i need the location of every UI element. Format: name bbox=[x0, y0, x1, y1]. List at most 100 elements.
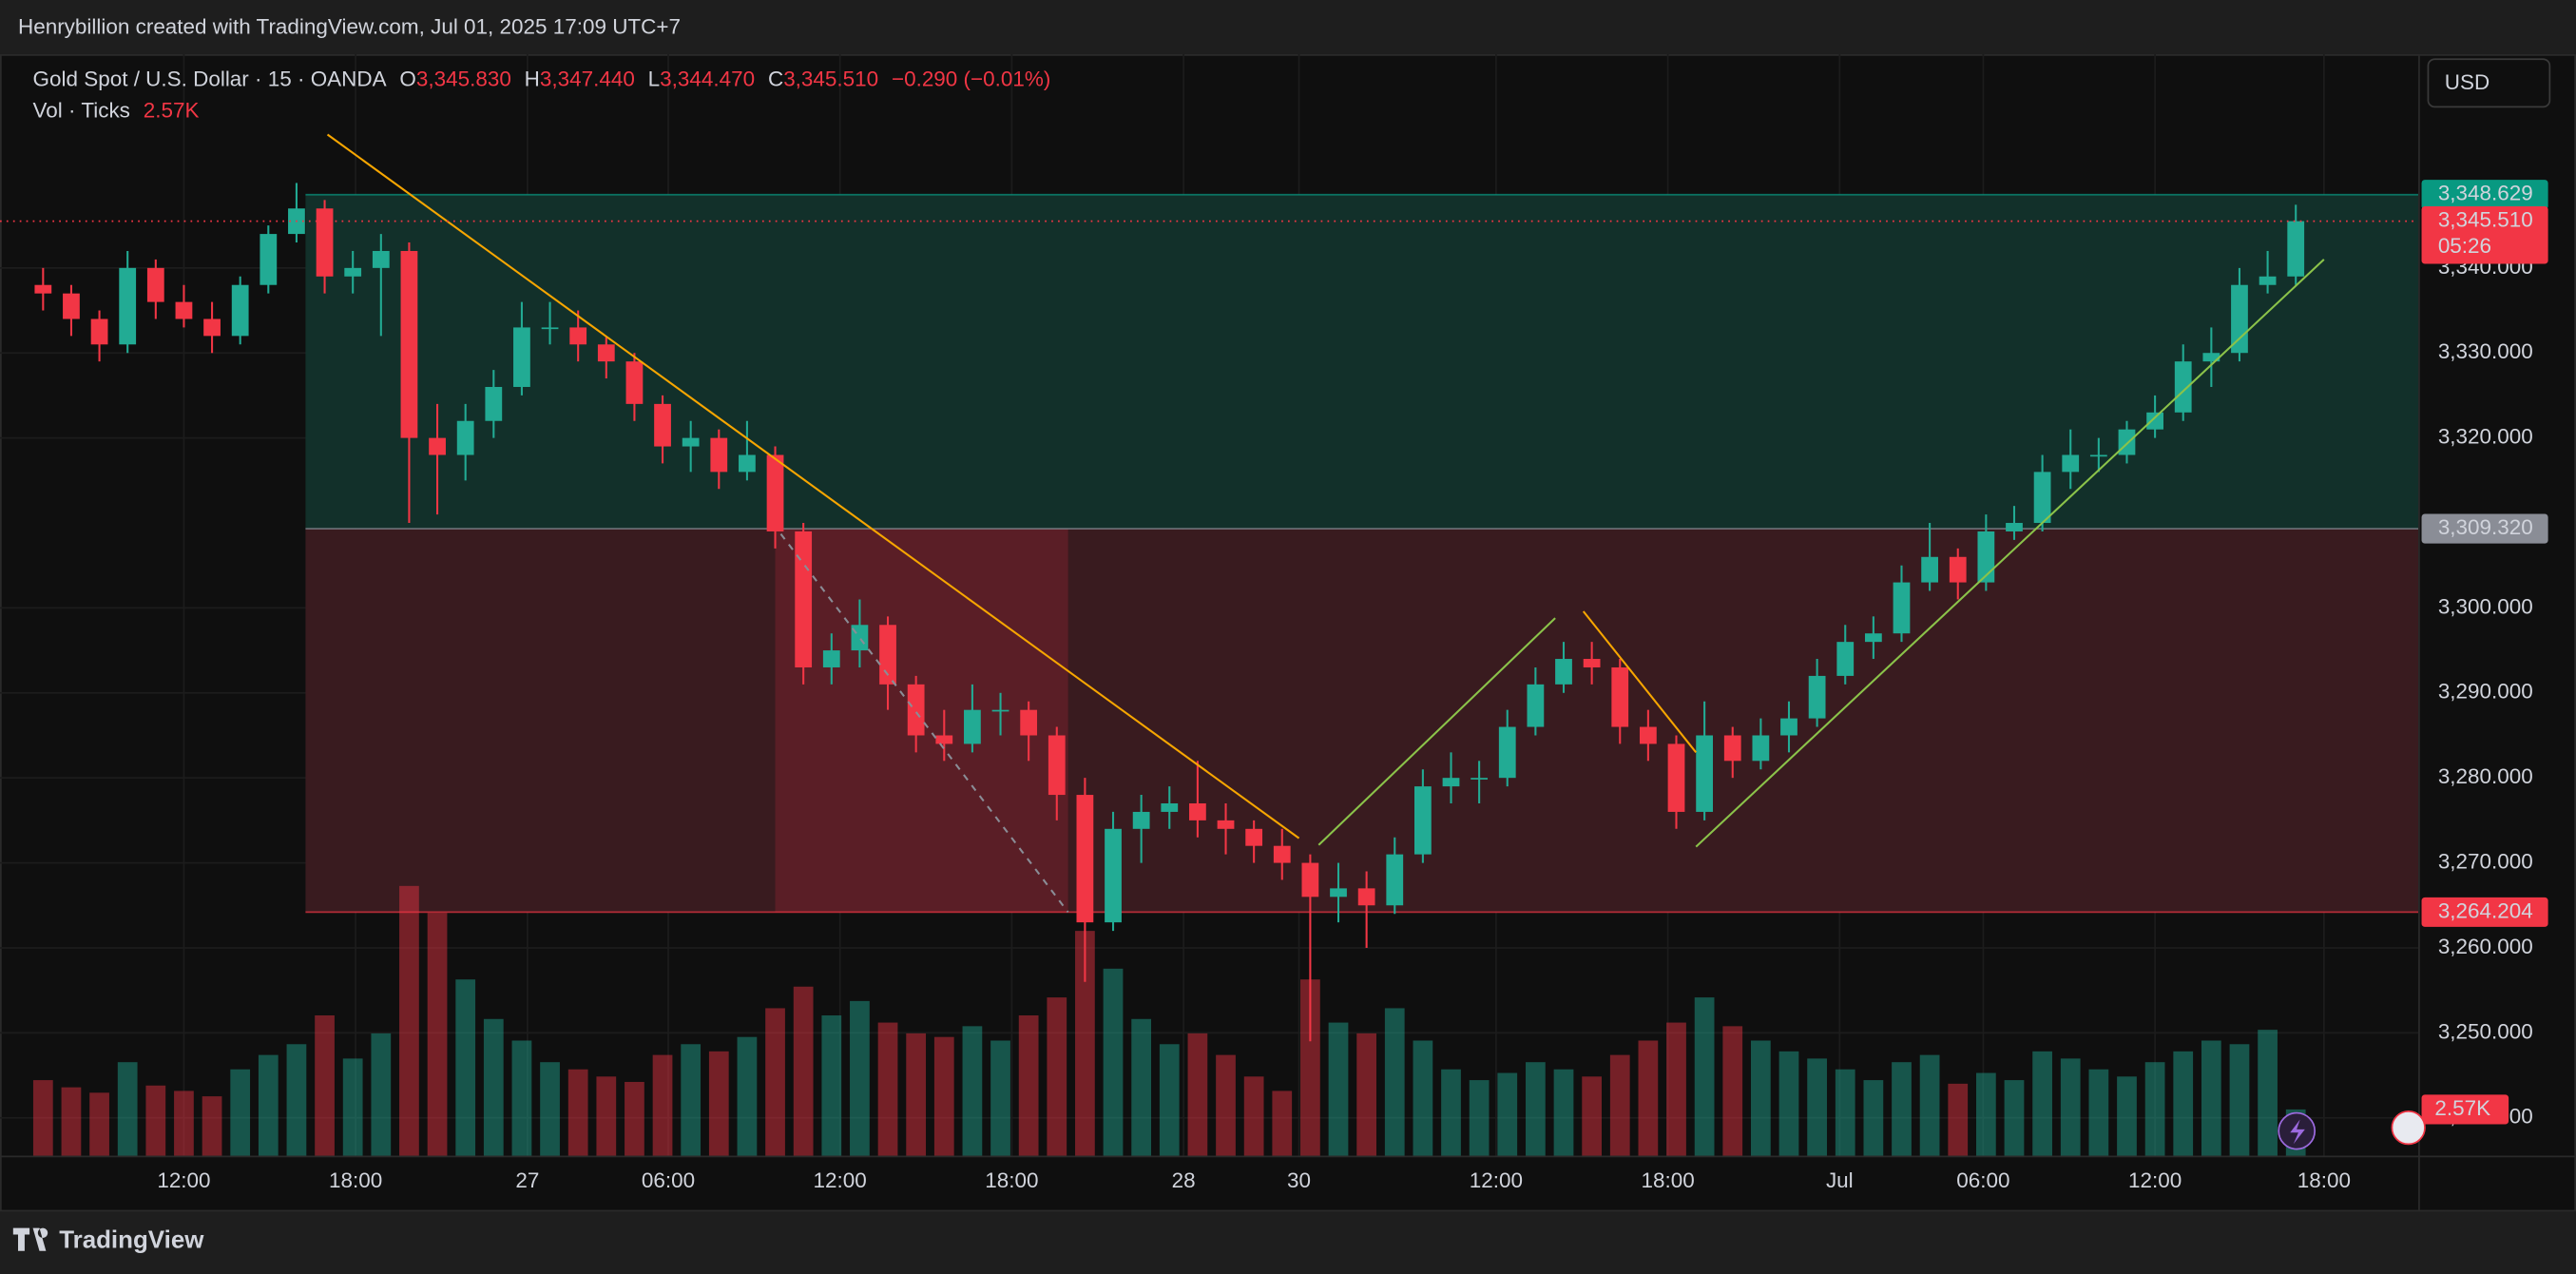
candle-body bbox=[907, 684, 925, 736]
volume-bar bbox=[1216, 1054, 1236, 1156]
candle-body bbox=[1217, 820, 1235, 829]
volume-bar bbox=[765, 1008, 785, 1156]
candle-body bbox=[63, 293, 80, 319]
quote-value: 3,345.510 bbox=[783, 68, 878, 91]
candle-body bbox=[822, 650, 840, 667]
brand: TradingView bbox=[59, 1226, 204, 1253]
candle-body bbox=[1780, 718, 1797, 736]
candle-body bbox=[1161, 802, 1179, 812]
volume-bar bbox=[2088, 1069, 2109, 1156]
zone bbox=[305, 529, 2419, 913]
x-tick-label: 27 bbox=[515, 1168, 539, 1192]
volume-bar bbox=[1526, 1062, 1546, 1156]
quote-key: H bbox=[525, 68, 540, 91]
quote-key: L bbox=[648, 68, 660, 91]
volume-bar bbox=[286, 1044, 307, 1156]
brand-logo bbox=[12, 1227, 48, 1251]
trend-line bbox=[779, 533, 1069, 914]
volume-bar bbox=[1384, 1008, 1405, 1156]
volume-bar bbox=[455, 979, 476, 1156]
candle-body bbox=[1020, 709, 1038, 736]
candle-body bbox=[625, 361, 644, 404]
candle-body bbox=[597, 344, 615, 362]
candle-body bbox=[2202, 353, 2220, 362]
price-tags: 3,348.629 3,309.320 3,264.204 3,345.51005:2… bbox=[2421, 180, 2548, 1125]
volume-bar bbox=[2032, 1051, 2052, 1156]
volume-bar bbox=[1441, 1069, 1461, 1156]
volume-bar bbox=[1243, 1076, 1264, 1156]
x-tick-label: 18:00 bbox=[2297, 1168, 2351, 1192]
candle-body bbox=[1949, 556, 1967, 583]
candle-body bbox=[34, 284, 52, 294]
volume-bar bbox=[511, 1040, 532, 1156]
candle-body bbox=[2089, 454, 2107, 457]
volume-bar bbox=[1975, 1072, 1996, 1156]
volume-bar bbox=[1075, 931, 1095, 1156]
candle-body bbox=[1386, 854, 1404, 906]
countdown: 05:26 bbox=[2438, 234, 2491, 258]
volume-bar bbox=[427, 913, 448, 1156]
candle-body bbox=[1639, 726, 1657, 744]
x-tick-label: 28 bbox=[1172, 1168, 1196, 1192]
x-tick-label: 12:00 bbox=[157, 1168, 210, 1192]
candle-body bbox=[2062, 454, 2080, 473]
volume-tag-label: 2.57K bbox=[2434, 1096, 2490, 1120]
volume-bar bbox=[1047, 997, 1067, 1156]
candle-body bbox=[1442, 778, 1460, 787]
quote-value: 3,347.440 bbox=[540, 68, 635, 91]
candle-body bbox=[1527, 684, 1545, 727]
flag-icon[interactable] bbox=[2391, 1110, 2426, 1146]
candle-body bbox=[231, 284, 249, 337]
candle-body bbox=[1357, 888, 1375, 906]
quote-key: O bbox=[399, 68, 415, 91]
alert-glyph bbox=[2290, 1119, 2305, 1145]
quote-value: 3,344.470 bbox=[660, 68, 755, 91]
volume-bar bbox=[2144, 1062, 2165, 1156]
volume-bar bbox=[1892, 1062, 1912, 1156]
volume-bar bbox=[625, 1081, 644, 1156]
candle-body bbox=[2146, 412, 2163, 430]
candle-body bbox=[2118, 429, 2136, 455]
trend-line bbox=[1695, 259, 2325, 848]
y-tick-label: 3,290.000 bbox=[2438, 680, 2533, 704]
currency-label[interactable]: USD bbox=[2445, 70, 2489, 94]
volume-bar bbox=[850, 1000, 870, 1156]
x-tick-label: 18:00 bbox=[985, 1168, 1038, 1192]
volume-bar bbox=[737, 1036, 758, 1156]
volume-bar bbox=[596, 1076, 617, 1156]
volume-bar bbox=[1469, 1080, 1490, 1156]
volume-bar bbox=[1131, 1018, 1152, 1156]
candle-body bbox=[682, 437, 700, 447]
volume-bar bbox=[1919, 1054, 1940, 1156]
currency-button[interactable]: USD bbox=[2427, 58, 2551, 108]
currency-button-frame[interactable] bbox=[2427, 58, 2551, 108]
volume-name: Vol · Ticks bbox=[33, 99, 130, 123]
y-tick-label: 3,300.000 bbox=[2438, 594, 2533, 618]
candle-body bbox=[1667, 743, 1685, 812]
volume-bar bbox=[2201, 1040, 2221, 1156]
volume-bar bbox=[990, 1040, 1010, 1156]
volume-bar bbox=[483, 1018, 504, 1156]
candle-body bbox=[456, 420, 474, 455]
volume-bar bbox=[399, 885, 419, 1156]
volume-bar bbox=[1187, 1033, 1208, 1156]
x-tick-label: 06:00 bbox=[1956, 1168, 2009, 1192]
candle-body bbox=[1330, 888, 1347, 898]
volume-bar bbox=[1694, 997, 1715, 1156]
volume-bar bbox=[821, 1015, 842, 1156]
x-tick-label: 18:00 bbox=[329, 1168, 382, 1192]
candle-body bbox=[879, 625, 896, 685]
y-tick-label: 3,260.000 bbox=[2438, 935, 2533, 958]
volume-bar bbox=[2004, 1080, 2025, 1156]
price-tag-label: 3,309.320 bbox=[2438, 515, 2533, 539]
candle-body bbox=[964, 709, 981, 744]
candle-body bbox=[344, 267, 362, 277]
x-tick-label: 06:00 bbox=[642, 1168, 695, 1192]
candle-body bbox=[260, 234, 278, 285]
candle-body bbox=[485, 386, 503, 421]
candle-body bbox=[991, 709, 1009, 712]
x-tick-label: 30 bbox=[1287, 1168, 1311, 1192]
volume-bar bbox=[1722, 1026, 1743, 1156]
